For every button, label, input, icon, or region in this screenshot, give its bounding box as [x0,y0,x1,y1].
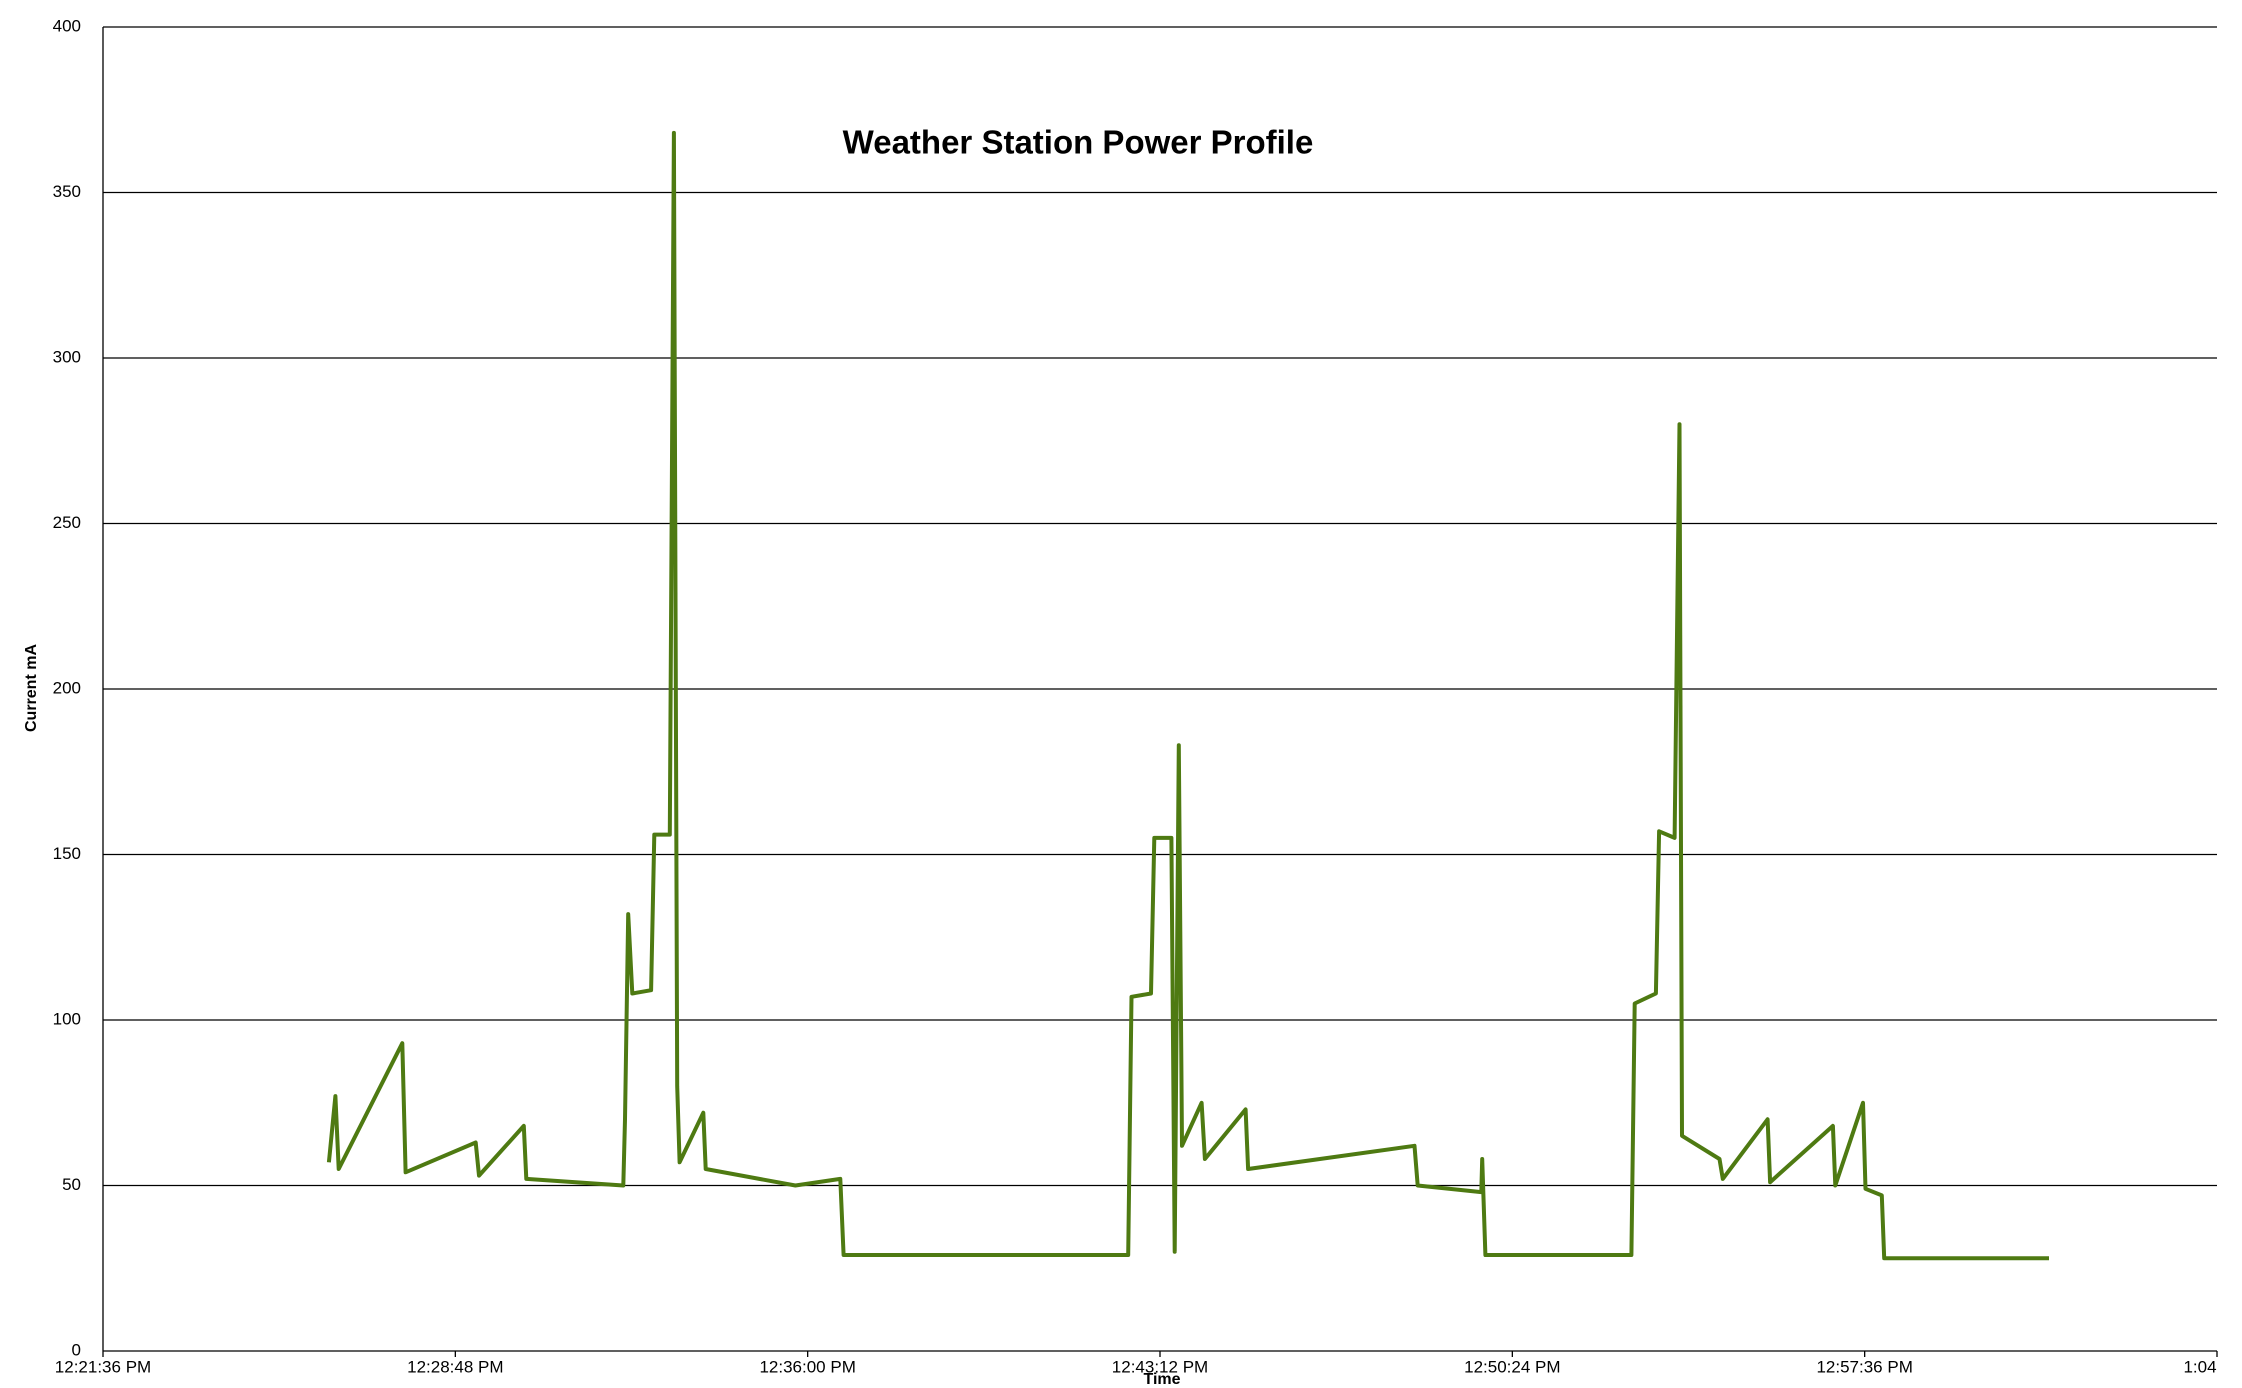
x-tick-label: 12:50:24 PM [1464,1357,1560,1376]
x-tick-label: 12:43:12 PM [1112,1357,1208,1376]
y-tick-label: 300 [53,347,81,366]
x-tick-label: 12:36:00 PM [759,1357,855,1376]
x-axis-label: Time [1143,1371,1180,1388]
x-tick-label: 12:57:36 PM [1816,1357,1912,1376]
y-tick-label: 0 [72,1340,81,1359]
y-axis-label: Current mA [23,644,40,732]
x-tick-label: 1:04 [2183,1357,2216,1376]
y-tick-label: 250 [53,513,81,532]
data-line [326,130,2049,1261]
x-tick-label: 12:28:48 PM [407,1357,503,1376]
y-tick-label: 50 [62,1175,81,1194]
y-tick-label: 400 [53,16,81,35]
y-tick-label: 150 [53,844,81,863]
y-tick-label: 100 [53,1009,81,1028]
x-tick-label: 12:21:36 PM [55,1357,151,1376]
y-tick-label: 200 [53,678,81,697]
chart-title: Weather Station Power Profile [843,124,1314,161]
y-tick-label: 350 [53,182,81,201]
